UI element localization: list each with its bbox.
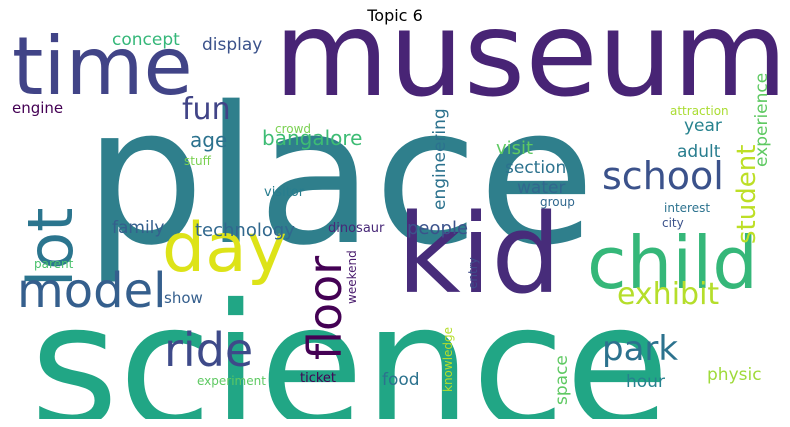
- word-show: show: [164, 289, 203, 307]
- word-hour: hour: [626, 372, 665, 392]
- word-ticket: ticket: [300, 371, 337, 386]
- word-ride: ride: [164, 323, 254, 377]
- word-time: time: [12, 27, 193, 113]
- word-attraction: attraction: [670, 104, 729, 118]
- word-experiment: experiment: [197, 374, 266, 388]
- word-parent: parent: [34, 257, 74, 271]
- word-fun: fun: [182, 92, 231, 127]
- word-kid: kid: [397, 190, 562, 318]
- word-age: age: [190, 128, 228, 152]
- word-child: child: [587, 221, 758, 305]
- word-floor: floor: [298, 255, 352, 360]
- word-cloud: place science museum kid time child day lot mode…: [12, 27, 778, 419]
- word-dinosaur: dinosaur: [328, 221, 385, 236]
- word-exhibit: exhibit: [617, 277, 720, 312]
- word-year: year: [684, 116, 722, 136]
- word-science: science: [30, 268, 670, 419]
- word-visit: visit: [496, 138, 534, 159]
- word-engineering: engineering: [430, 108, 450, 210]
- word-water: water: [517, 178, 566, 198]
- chart-title: Topic 6: [367, 6, 423, 25]
- word-place: place: [84, 66, 596, 287]
- word-space: space: [552, 355, 572, 405]
- word-adult: adult: [677, 142, 721, 162]
- word-park: park: [602, 329, 679, 369]
- word-section: section: [505, 158, 567, 178]
- word-people: people: [407, 218, 469, 239]
- word-group: group: [540, 195, 575, 209]
- word-concept: concept: [112, 30, 180, 50]
- word-knowledge: knowledge: [441, 326, 455, 392]
- word-interest: interest: [664, 201, 711, 215]
- word-model: model: [17, 263, 167, 319]
- word-stuff: stuff: [184, 154, 211, 168]
- word-food: food: [382, 370, 420, 390]
- word-city: city: [662, 216, 684, 230]
- word-school: school: [602, 154, 724, 198]
- word-visitor: visitor: [264, 185, 305, 200]
- word-weekend: weekend: [345, 250, 359, 304]
- word-crowd: crowd: [275, 122, 312, 136]
- word-day: day: [162, 209, 288, 288]
- word-entry: entry: [466, 257, 480, 289]
- word-bangalore: bangalore: [262, 126, 363, 150]
- word-family: family: [112, 218, 165, 238]
- word-technology: technology: [195, 220, 295, 241]
- word-museum: museum: [274, 27, 778, 123]
- word-display: display: [202, 35, 263, 55]
- word-physic: physic: [707, 365, 762, 385]
- word-engine: engine: [12, 99, 64, 117]
- word-experience: experience: [752, 72, 772, 167]
